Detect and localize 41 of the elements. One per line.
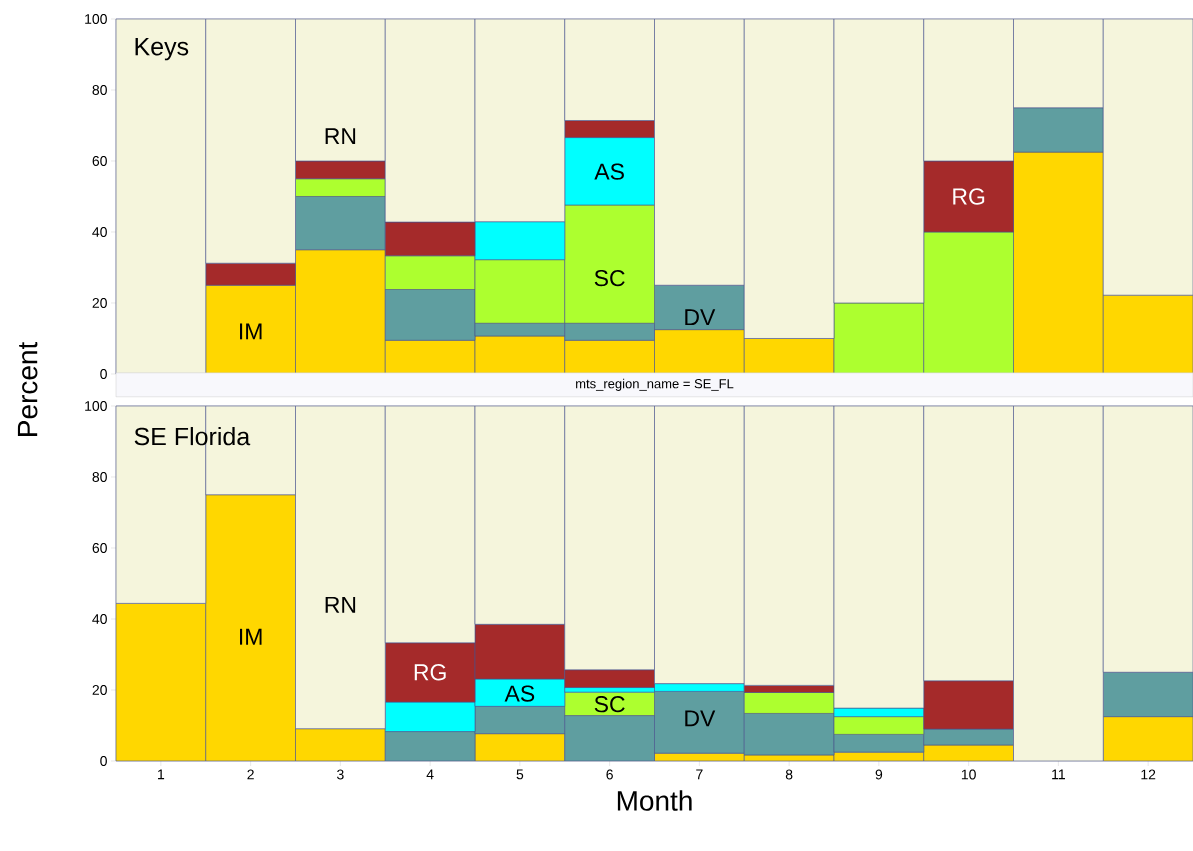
annotation: AS [504,685,535,702]
x-tick-label: 9 [875,769,883,780]
annotation: DV [685,309,716,326]
annotation: RN [325,596,356,613]
x-tick-label: 7 [696,769,703,780]
y-tick-label: 40 [92,614,107,624]
y-tick-label: 0 [100,756,107,766]
x-tick-label: 11 [1052,769,1065,780]
annotation: RN [325,128,356,145]
y-tick-label: 20 [92,298,107,308]
y-tick-label: 100 [85,14,107,24]
x-tick-label: 8 [785,769,793,780]
y-tick-label: 80 [92,472,107,482]
y-tick-label: 100 [85,401,107,411]
x-tick-label: 6 [606,769,613,780]
annotation: IM [239,628,262,645]
y-tick-label: 60 [92,543,107,553]
x-tick-label: 4 [426,769,434,780]
annotation: SC [594,696,625,713]
annotation: Keys [135,37,189,61]
y-tick-label: 20 [92,685,107,695]
x-axis-title: Month [617,790,692,811]
y-tick-label: 80 [92,85,107,95]
y-axis-title: Percent [17,341,38,436]
annotation: AS [594,163,624,180]
x-tick-label: 1 [158,769,165,780]
annotation: SE Florida [134,427,251,446]
chart-title: mts_region_name = SE_FL [576,378,734,391]
x-tick-label: 5 [516,769,524,780]
annotation: RG [414,664,446,681]
annotation: SC [594,270,625,287]
x-tick-label: 2 [247,769,254,780]
x-tick-label: 12 [1141,769,1156,780]
x-tick-label: 10 [961,769,976,780]
y-tick-label: 0 [100,369,107,379]
x-tick-label: 3 [337,769,344,780]
annotation: DV [685,710,716,727]
annotation: RG [953,188,985,205]
y-tick-label: 60 [92,156,107,166]
y-tick-label: 40 [92,227,107,237]
annotation: IM [239,323,262,340]
